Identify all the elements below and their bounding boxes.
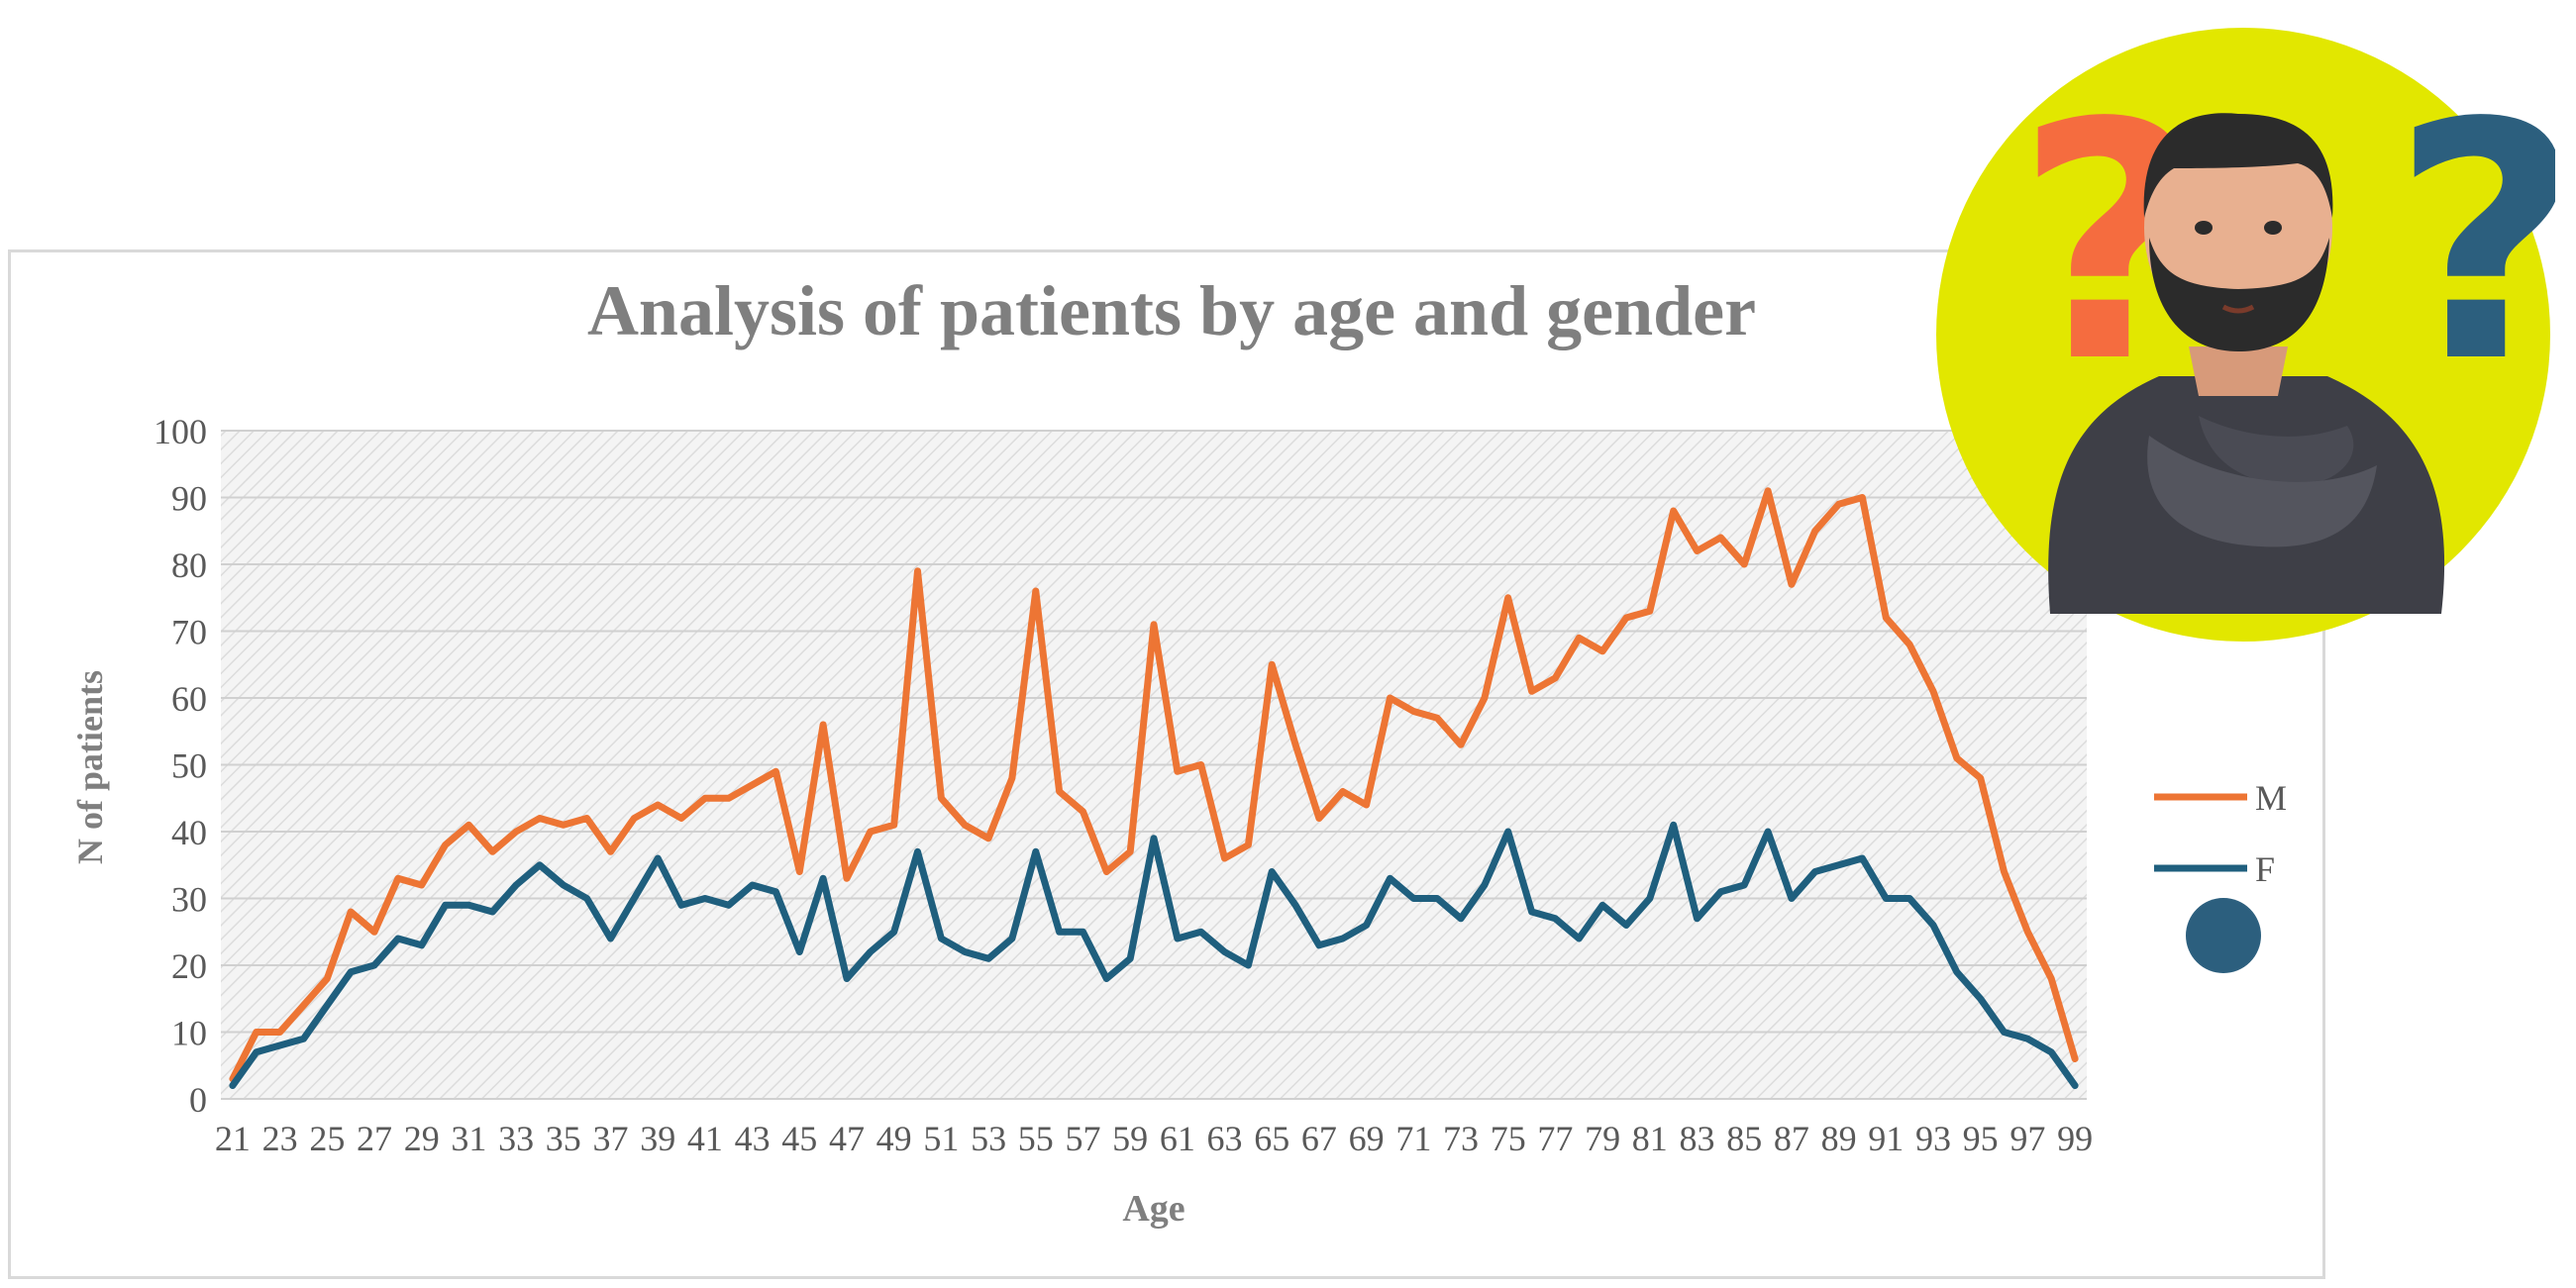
x-tick-label: 81 [1632,1119,1668,1158]
x-tick-label: 69 [1349,1119,1385,1158]
x-tick-label: 83 [1680,1119,1715,1158]
x-tick-label: 43 [735,1119,771,1158]
x-tick-label: 77 [1537,1119,1573,1158]
y-tick-label: 60 [171,679,207,719]
x-tick-label: 25 [309,1119,345,1158]
legend-label-F: F [2255,849,2275,889]
y-tick-label: 0 [189,1080,207,1120]
x-tick-label: 23 [262,1119,298,1158]
x-tick-label: 45 [781,1119,817,1158]
y-tick-label: 30 [171,880,207,920]
y-axis-label: N of patients [70,670,110,864]
x-tick-label: 63 [1207,1119,1243,1158]
x-tick-label: 71 [1395,1119,1431,1158]
x-tick-label: 67 [1301,1119,1337,1158]
thinking-man-illustration: ? ? [1936,28,2555,642]
x-tick-label: 95 [1963,1119,1999,1158]
thinking-man-icon [2048,113,2445,614]
x-tick-label: 27 [357,1119,392,1158]
chart-title: Analysis of patients by age and gender [587,271,1756,350]
y-tick-label: 90 [171,479,207,519]
x-tick-label: 93 [1915,1119,1951,1158]
x-tick-label: 53 [971,1119,1006,1158]
y-tick-label: 10 [171,1014,207,1053]
x-tick-label: 51 [923,1119,959,1158]
x-tick-label: 85 [1726,1119,1762,1158]
y-tick-label: 20 [171,946,207,986]
x-tick-label: 39 [640,1119,675,1158]
x-tick-label: 59 [1112,1119,1148,1158]
right-question-mark-icon: ? [2392,53,2555,434]
x-tick-label: 33 [498,1119,534,1158]
x-tick-label: 37 [592,1119,628,1158]
y-axis-ticks: 0 10 20 30 40 50 60 70 80 90 100 [154,412,207,1120]
legend-label-M: M [2255,778,2287,818]
x-tick-label: 57 [1065,1119,1100,1158]
legend: MF [2154,778,2287,889]
x-tick-label: 99 [2057,1119,2093,1158]
y-tick-label: 40 [171,813,207,852]
series-line-M [229,487,2079,1083]
x-tick-label: 75 [1491,1119,1526,1158]
x-axis-label: Age [1122,1188,1185,1230]
x-tick-label: 97 [2009,1119,2045,1158]
gridlines [221,430,2087,1100]
y-tick-label: 80 [171,545,207,585]
x-tick-label: 47 [829,1119,865,1158]
x-tick-label: 91 [1868,1119,1904,1158]
series-line-F [229,821,2079,1089]
x-tick-label: 49 [876,1119,912,1158]
x-tick-label: 73 [1443,1119,1479,1158]
x-tick-label: 61 [1160,1119,1195,1158]
x-tick-label: 65 [1254,1119,1289,1158]
y-tick-label: 100 [154,412,207,451]
y-tick-label: 70 [171,613,207,652]
x-tick-label: 21 [215,1119,251,1158]
x-axis-ticks: 21 23 25 27 29 31 33 35 37 39 41 43 45 47 49 51 53 55 57 59… [215,1119,2093,1158]
y-tick-label: 50 [171,746,207,786]
x-tick-label: 55 [1018,1119,1054,1158]
x-tick-label: 89 [1821,1119,1857,1158]
line-chart: Analysis of patients by age and gender 0… [70,271,2287,1230]
x-tick-label: 31 [451,1119,486,1158]
series-lines [229,487,2079,1089]
x-tick-label: 29 [404,1119,440,1158]
x-tick-label: 35 [546,1119,581,1158]
x-tick-label: 41 [687,1119,723,1158]
chart-frame: Analysis of patients by age and gender 0… [8,249,2325,1279]
x-tick-label: 79 [1585,1119,1620,1158]
x-tick-label: 87 [1774,1119,1809,1158]
legend-decorative-dot [2186,898,2261,973]
